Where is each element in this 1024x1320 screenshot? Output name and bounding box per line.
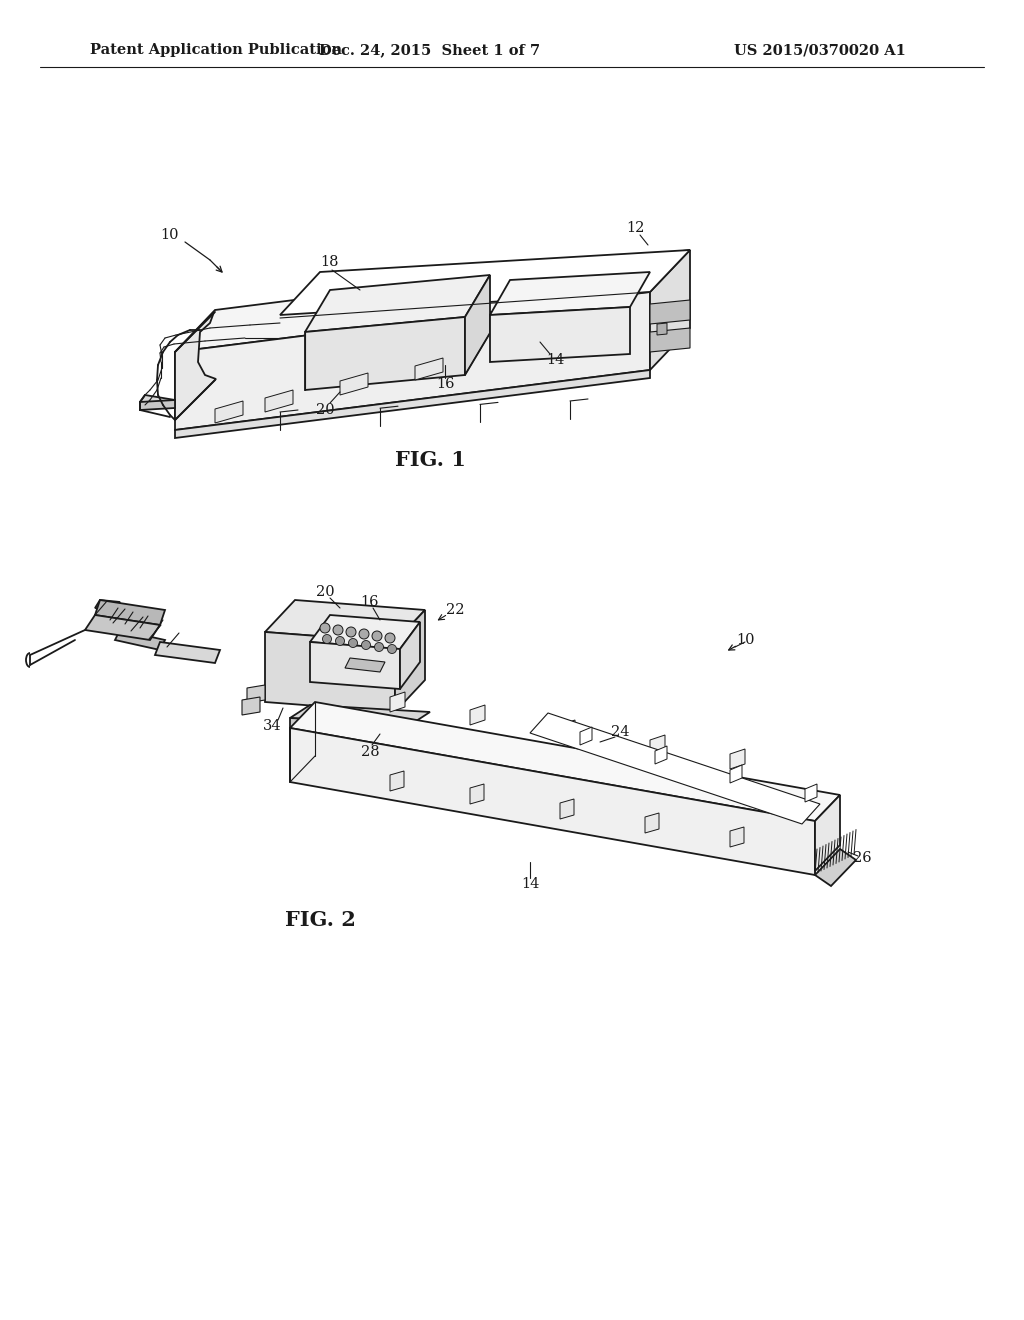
Text: 26: 26 [853,851,871,865]
Polygon shape [490,308,630,362]
Polygon shape [645,813,659,833]
Polygon shape [730,748,745,770]
Polygon shape [395,610,425,711]
Polygon shape [560,719,575,741]
Polygon shape [95,601,120,610]
Polygon shape [340,374,368,395]
Polygon shape [280,249,690,315]
Circle shape [375,643,384,652]
Polygon shape [390,692,406,711]
Polygon shape [805,784,817,803]
Text: 10: 10 [161,228,179,242]
Polygon shape [560,799,574,818]
Polygon shape [100,615,135,630]
Circle shape [385,634,395,643]
Text: US 2015/0370020 A1: US 2015/0370020 A1 [734,44,906,57]
Polygon shape [310,615,420,649]
Text: 14: 14 [546,352,564,367]
Polygon shape [465,275,490,375]
Polygon shape [175,312,216,420]
Polygon shape [655,746,667,764]
Polygon shape [115,630,165,649]
Text: 20: 20 [315,403,334,417]
Polygon shape [580,727,592,744]
Polygon shape [305,275,490,333]
Polygon shape [175,292,650,430]
Polygon shape [390,771,404,791]
Polygon shape [155,642,220,663]
Text: FIG. 1: FIG. 1 [394,450,466,470]
Polygon shape [650,300,690,323]
Polygon shape [530,713,820,824]
Polygon shape [815,849,856,886]
Circle shape [372,631,382,642]
Polygon shape [265,601,425,642]
Polygon shape [290,729,815,875]
Text: 22: 22 [445,603,464,616]
Circle shape [319,623,330,634]
Circle shape [333,624,343,635]
Polygon shape [490,272,650,315]
Circle shape [359,630,369,639]
Polygon shape [290,718,410,744]
Text: 16: 16 [436,378,455,391]
Polygon shape [815,795,840,871]
Text: 20: 20 [315,585,334,599]
Circle shape [348,639,357,648]
Polygon shape [345,657,385,672]
Polygon shape [305,317,465,389]
Text: FIG. 2: FIG. 2 [285,909,355,931]
Polygon shape [85,615,160,640]
Circle shape [387,644,396,653]
Polygon shape [470,705,485,725]
Text: 10: 10 [736,634,755,647]
Polygon shape [470,784,484,804]
Circle shape [336,636,344,645]
Circle shape [346,627,356,638]
Polygon shape [650,249,690,370]
Polygon shape [95,601,165,624]
Polygon shape [140,395,175,407]
Polygon shape [657,323,667,335]
Polygon shape [310,642,400,689]
Polygon shape [415,358,443,380]
Polygon shape [175,249,690,352]
Polygon shape [247,685,265,704]
Polygon shape [400,622,420,689]
Polygon shape [265,389,293,412]
Text: 12: 12 [626,220,644,235]
Polygon shape [650,735,665,755]
Polygon shape [730,766,742,783]
Polygon shape [175,370,650,438]
Polygon shape [265,632,395,711]
Text: 28: 28 [360,744,379,759]
Polygon shape [730,828,744,847]
Text: 24: 24 [610,725,630,739]
Text: 34: 34 [263,719,282,733]
Polygon shape [290,702,840,821]
Circle shape [361,640,371,649]
Text: Patent Application Publication: Patent Application Publication [90,44,342,57]
Text: 16: 16 [360,595,379,609]
Polygon shape [290,705,430,725]
Polygon shape [242,697,260,715]
Circle shape [323,635,332,644]
Polygon shape [140,400,175,411]
Text: Dec. 24, 2015  Sheet 1 of 7: Dec. 24, 2015 Sheet 1 of 7 [319,44,541,57]
Polygon shape [650,327,690,352]
Text: 14: 14 [521,876,540,891]
Text: 18: 18 [321,255,339,269]
Polygon shape [215,401,243,422]
